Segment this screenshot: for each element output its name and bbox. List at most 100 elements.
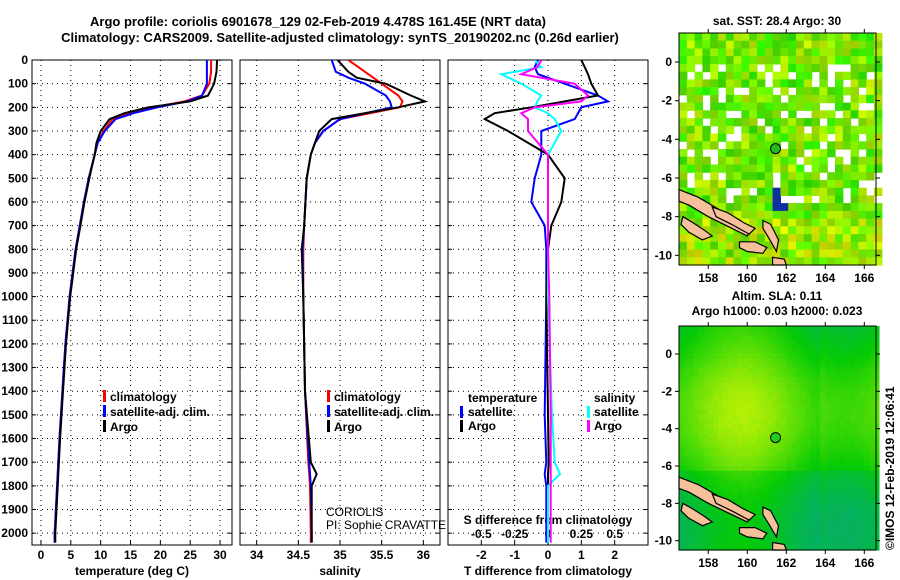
heatmap-cell (781, 489, 787, 495)
heatmap-cell (830, 526, 836, 532)
heatmap-cell (718, 79, 727, 88)
heatmap-cell (742, 536, 748, 542)
heatmap-cell (766, 470, 773, 476)
heatmap-cell (849, 424, 856, 430)
heatmap-cell (761, 438, 768, 444)
heatmap-cell (796, 470, 802, 476)
heatmap-cell (800, 326, 807, 332)
heatmap-cell (874, 536, 880, 542)
y-tick-label: 300 (8, 124, 28, 138)
heatmap-cell (741, 187, 750, 196)
heatmap-cell (788, 156, 797, 165)
heatmap-cell (752, 386, 758, 392)
heatmap-cell (742, 522, 748, 528)
legend-label-t-satellite: satellite (468, 405, 513, 419)
heatmap-cell (683, 368, 690, 374)
heatmap-cell (850, 257, 859, 266)
heatmap-cell (864, 480, 870, 486)
heatmap-cell (747, 466, 753, 472)
heatmap-cell (874, 540, 880, 546)
heatmap-cell (874, 210, 883, 220)
heatmap-cell (679, 179, 688, 189)
heatmap-cell (722, 433, 729, 439)
heatmap-cell (786, 517, 792, 523)
heatmap-cell (683, 396, 690, 402)
heatmap-cell (727, 326, 734, 332)
heatmap-cell (859, 480, 865, 486)
heatmap-cell (825, 508, 831, 514)
heatmap-cell (722, 330, 729, 336)
heatmap-cell (698, 545, 704, 551)
heatmap-cell (864, 391, 870, 397)
heatmap-cell (835, 102, 844, 111)
heatmap-cell (869, 368, 875, 374)
heatmap-cell (679, 545, 685, 551)
heatmap-cell (749, 149, 758, 158)
heatmap-cell (805, 480, 812, 486)
heatmap-cell (764, 141, 774, 150)
heatmap-cell (820, 330, 826, 336)
heatmap-cell (825, 475, 831, 481)
heatmap-cell (844, 447, 851, 453)
heatmap-cell (869, 466, 875, 472)
heatmap-cell (708, 545, 714, 551)
heatmap-cell (713, 540, 719, 546)
heatmap-cell (815, 354, 821, 360)
heatmap-cell (679, 410, 685, 416)
heatmap-cell (849, 410, 856, 416)
heatmap-cell (859, 442, 865, 448)
heatmap-cell (693, 466, 700, 472)
heatmap-cell (825, 386, 831, 392)
heatmap-cell (825, 326, 831, 332)
heatmap-cell (718, 391, 724, 397)
land-island (711, 205, 757, 235)
heatmap-cell (844, 391, 851, 397)
heatmap-cell (835, 156, 844, 165)
heatmap-cell (825, 456, 831, 462)
heatmap-cell (839, 480, 846, 486)
heatmap-cell (771, 410, 778, 416)
heatmap-cell (686, 156, 696, 165)
heatmap-cell (803, 102, 813, 111)
heatmap-cell (733, 257, 742, 266)
heatmap-cell (869, 489, 875, 495)
heatmap-cell (819, 156, 828, 165)
heatmap-cell (835, 452, 841, 458)
heatmap-cell (805, 354, 812, 360)
heatmap-cell (737, 335, 743, 341)
heatmap-cell (766, 498, 773, 504)
heatmap-cell (874, 149, 883, 158)
heatmap-cell (820, 531, 826, 537)
heatmap-cell (805, 447, 812, 453)
legend-label-argo: Argo (334, 420, 362, 434)
heatmap-cell (820, 410, 826, 416)
heatmap-cell (800, 536, 807, 542)
heatmap-cell (874, 87, 883, 96)
legend-swatch-argo (327, 420, 330, 432)
heatmap-cell (727, 512, 734, 518)
heatmap-cell (708, 363, 714, 369)
heatmap-cell (725, 125, 735, 135)
heatmap-cell (854, 396, 860, 402)
heatmap-cell (725, 102, 735, 111)
heatmap-cell (827, 94, 836, 104)
series-line-argo (300, 60, 429, 543)
heatmap-cell (747, 372, 753, 378)
legend-label-climatology: climatology (334, 390, 401, 404)
heatmap-cell (844, 545, 851, 551)
heatmap-cell (854, 489, 860, 495)
heatmap-cell (815, 428, 821, 434)
heatmap-cell (820, 433, 826, 439)
heatmap-cell (791, 330, 797, 336)
heatmap-cell (686, 63, 696, 73)
heatmap-cell (810, 405, 817, 411)
heatmap-cell (864, 494, 870, 500)
map-frame (678, 325, 877, 551)
heatmap-cell (825, 545, 831, 551)
heatmap-cell (747, 377, 753, 383)
heatmap-cell (698, 428, 704, 434)
heatmap-cell (727, 424, 734, 430)
heatmap-cell (786, 470, 792, 476)
heatmap-cell (869, 545, 875, 551)
heatmap-cell (722, 461, 729, 467)
